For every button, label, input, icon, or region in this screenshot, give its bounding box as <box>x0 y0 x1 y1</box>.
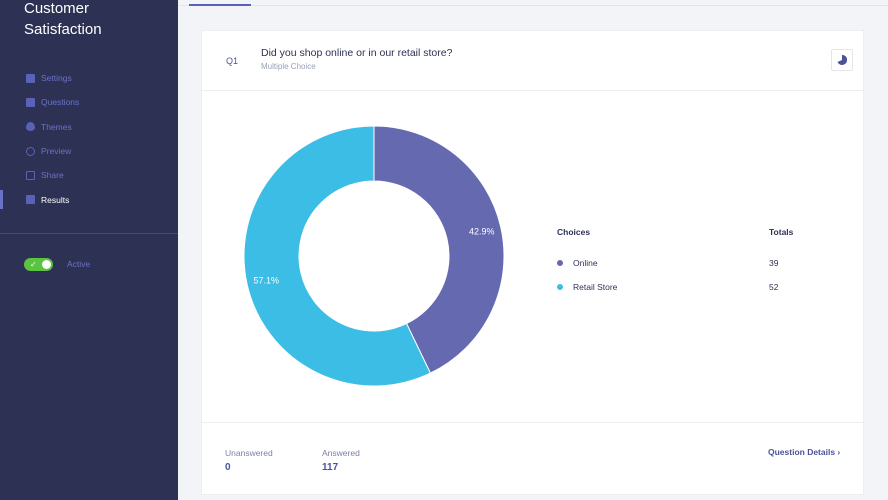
tab-active-indicator[interactable] <box>189 4 251 6</box>
donut-slice-retail-store[interactable] <box>243 125 432 387</box>
data-label: 42.9% <box>469 226 495 236</box>
top-tabs <box>178 0 888 6</box>
sidebar: Customer Satisfaction Settings Questions … <box>0 0 178 500</box>
legend-header-choices: Choices <box>557 227 591 237</box>
sidebar-item-themes[interactable]: Themes <box>0 115 178 139</box>
chart-type-button[interactable] <box>831 49 853 71</box>
donut-slice-online[interactable] <box>373 125 505 374</box>
legend-label: Online <box>573 258 598 268</box>
drop-icon <box>26 122 35 132</box>
sidebar-item-questions[interactable]: Questions <box>0 90 178 114</box>
sidebar-item-label: Themes <box>41 121 72 132</box>
survey-title: Customer Satisfaction <box>24 0 102 38</box>
answered-stat: Answered 117 <box>322 448 360 473</box>
sidebar-item-label: Preview <box>41 146 72 157</box>
active-toggle[interactable]: ✓ <box>24 258 53 271</box>
questions-icon <box>26 97 35 107</box>
donut-chart: 42.9% 57.1% <box>243 125 505 387</box>
sidebar-nav: Settings Questions Themes Preview Share … <box>0 66 178 212</box>
legend-dot <box>557 284 563 290</box>
divider <box>0 233 178 234</box>
settings-icon <box>26 73 35 83</box>
question-card: Q1 Did you shop online or in our retail … <box>201 30 865 495</box>
legend-total: 39 <box>769 258 779 268</box>
results-icon <box>26 195 35 205</box>
question-details-link[interactable]: Question Details › <box>768 447 841 457</box>
pie-chart-icon <box>837 55 847 65</box>
sidebar-item-label: Questions <box>41 97 80 108</box>
sidebar-item-label: Share <box>41 170 64 181</box>
legend-row-online: Online 39 <box>557 251 787 275</box>
toggle-label: Active <box>67 259 91 269</box>
sidebar-item-label: Results <box>41 194 70 205</box>
header-divider <box>202 90 865 91</box>
sidebar-item-results[interactable]: Results <box>0 187 178 211</box>
question-text: Did you shop online or in our retail sto… <box>261 47 453 59</box>
chart-legend: Choices Totals Online 39 Retail Store 52 <box>557 227 794 299</box>
share-icon <box>26 170 35 180</box>
sidebar-item-preview[interactable]: Preview <box>0 139 178 163</box>
sidebar-item-label: Settings <box>41 73 72 84</box>
sidebar-item-share[interactable]: Share <box>0 163 178 187</box>
legend-label: Retail Store <box>573 282 618 292</box>
legend-header-totals: Totals <box>769 227 794 237</box>
question-number: Q1 <box>226 56 239 66</box>
footer-divider <box>202 422 865 423</box>
legend-total: 52 <box>769 282 779 292</box>
data-label: 57.1% <box>254 276 280 286</box>
question-type: Multiple Choice <box>261 62 316 71</box>
preview-icon <box>26 146 35 156</box>
unanswered-stat: Unanswered 0 <box>225 448 273 473</box>
check-icon: ✓ <box>30 260 37 269</box>
sidebar-item-settings[interactable]: Settings <box>0 66 178 90</box>
legend-dot <box>557 260 563 266</box>
legend-row-retail: Retail Store 52 <box>557 275 787 299</box>
